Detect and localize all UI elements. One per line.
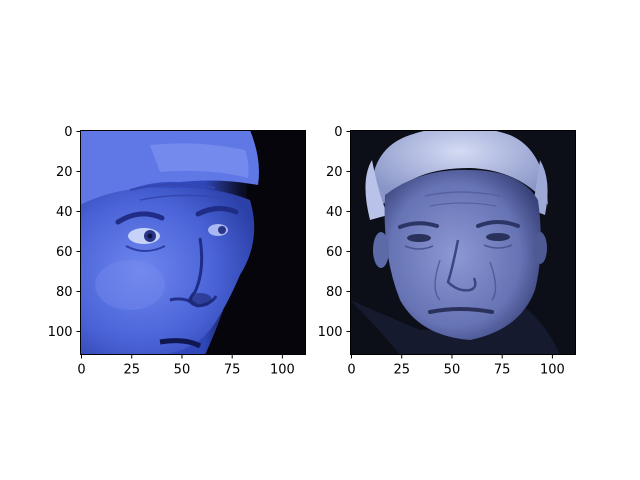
image-1 <box>80 130 306 355</box>
axes-frame-1 <box>80 130 306 355</box>
y-tick-label: 100 <box>48 325 73 340</box>
y-tick-label: 20 <box>56 165 73 180</box>
y-tick-label: 80 <box>326 285 343 300</box>
y-tick-label: 40 <box>326 205 343 220</box>
y-tick-label: 60 <box>326 245 343 260</box>
x-tick-label: 25 <box>393 363 410 378</box>
x-tick-label: 100 <box>270 363 295 378</box>
y-tick-label: 100 <box>318 325 343 340</box>
x-tick-label: 100 <box>540 363 565 378</box>
x-tick-label: 75 <box>224 363 241 378</box>
x-tick-label: 75 <box>494 363 511 378</box>
image-2 <box>350 130 576 355</box>
y-tick-label: 20 <box>326 165 343 180</box>
ticks-1: 0 25 50 75 100 0 20 40 60 80 100 <box>48 125 295 378</box>
subplot-2: 0 25 50 75 100 0 20 40 60 80 100 <box>318 125 576 378</box>
x-tick-label: 0 <box>347 363 355 378</box>
y-tick-label: 0 <box>64 125 72 140</box>
x-tick-label: 0 <box>77 363 85 378</box>
ticks-2: 0 25 50 75 100 0 20 40 60 80 100 <box>318 125 565 378</box>
x-tick-label: 25 <box>123 363 140 378</box>
y-tick-label: 80 <box>56 285 73 300</box>
x-tick-label: 50 <box>174 363 191 378</box>
x-tick-label: 50 <box>444 363 461 378</box>
y-tick-label: 0 <box>334 125 342 140</box>
y-tick-label: 40 <box>56 205 73 220</box>
subplot-1: 0 25 50 75 100 0 20 40 60 80 100 <box>48 125 306 378</box>
y-tick-label: 60 <box>56 245 73 260</box>
axes-frame-2 <box>350 130 576 355</box>
